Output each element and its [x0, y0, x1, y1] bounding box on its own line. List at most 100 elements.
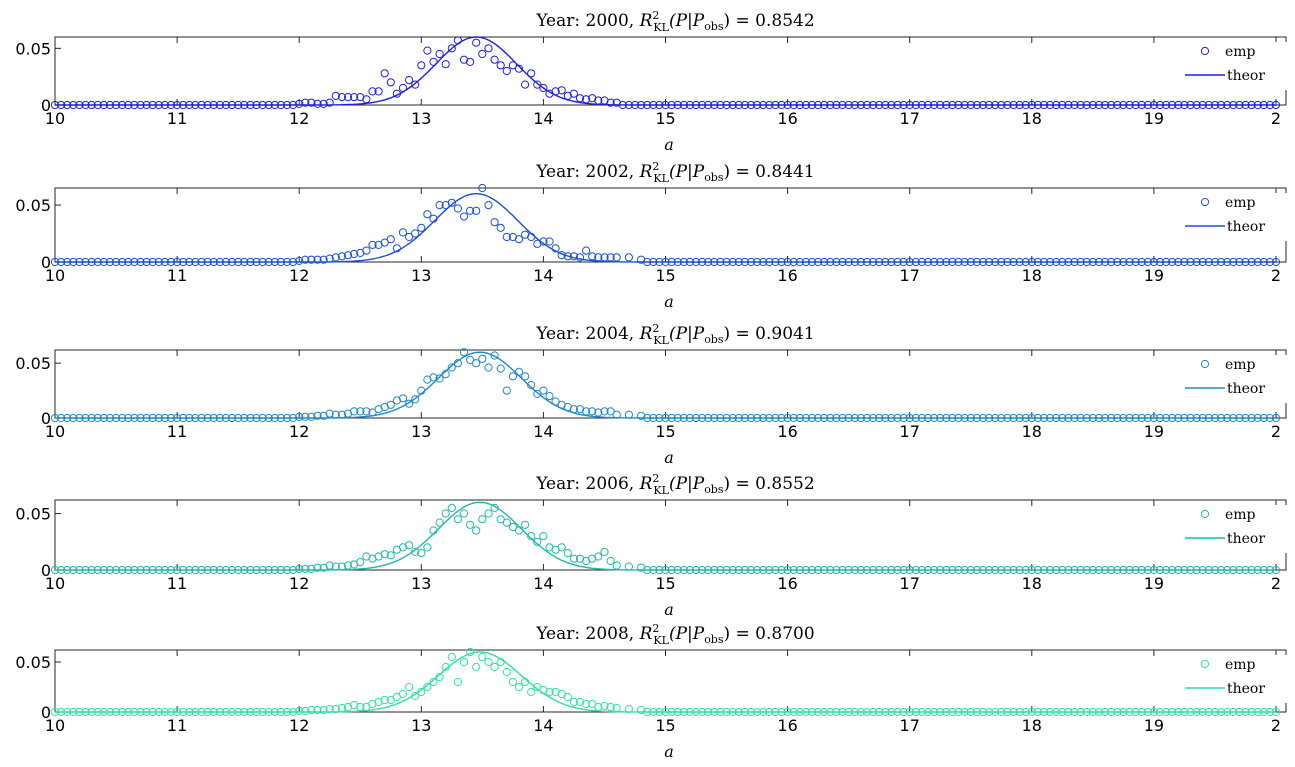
- emp-point: [81, 257, 90, 267]
- emp-point: [899, 100, 908, 110]
- emp-point: [905, 100, 914, 110]
- legend-theor-label: theor: [1227, 219, 1265, 235]
- emp-point: [997, 257, 1006, 267]
- emp-point: [539, 386, 548, 395]
- emp-point: [1082, 257, 1091, 267]
- emp-point: [1180, 707, 1189, 717]
- emp-point: [838, 100, 847, 110]
- emp-point: [514, 682, 524, 692]
- emp-point: [917, 565, 927, 575]
- emp-point: [832, 565, 841, 575]
- emp-point: [972, 100, 982, 110]
- emp-point: [307, 255, 316, 264]
- emp-point: [685, 100, 695, 110]
- x-tick-label: 11: [167, 422, 187, 441]
- emp-point: [753, 100, 762, 110]
- emp-point: [832, 257, 841, 267]
- emp-point: [142, 100, 151, 110]
- emp-point: [1265, 100, 1275, 110]
- emp-point: [264, 565, 273, 575]
- emp-point: [1180, 413, 1189, 423]
- emp-point: [459, 212, 469, 221]
- emp-point: [875, 257, 884, 267]
- emp-point: [484, 44, 493, 53]
- emp-point: [820, 707, 829, 717]
- emp-point: [887, 100, 896, 110]
- emp-point: [240, 707, 249, 717]
- emp-point: [893, 707, 902, 717]
- emp-point: [1192, 707, 1201, 717]
- emp-point: [1229, 257, 1238, 267]
- emp-point: [972, 707, 982, 717]
- emp-point: [1015, 413, 1024, 423]
- emp-point: [57, 413, 66, 423]
- emp-point: [508, 61, 518, 70]
- emp-point: [563, 549, 572, 558]
- emp-point: [1137, 257, 1146, 267]
- theor-line: [55, 501, 1276, 571]
- emp-point: [679, 413, 688, 423]
- emp-point: [105, 565, 115, 575]
- emp-point: [179, 413, 188, 423]
- emp-point: [105, 707, 115, 717]
- emp-point: [1143, 413, 1152, 423]
- emp-point: [136, 565, 145, 575]
- emp-point: [563, 252, 572, 261]
- emp-point: [264, 257, 273, 267]
- emp-point: [1155, 413, 1165, 423]
- emp-point: [716, 257, 725, 267]
- emp-point: [954, 707, 963, 717]
- emp-point: [411, 229, 420, 238]
- legend-box: [1180, 355, 1290, 403]
- emp-point: [478, 354, 487, 363]
- emp-point: [221, 707, 230, 717]
- emp-point: [148, 100, 157, 110]
- emp-point: [991, 413, 1000, 423]
- emp-point: [203, 413, 212, 423]
- emp-point: [923, 707, 933, 717]
- emp-point: [960, 413, 969, 423]
- emp-point: [1180, 565, 1189, 575]
- emp-point: [1131, 413, 1140, 423]
- emp-point: [1027, 257, 1036, 267]
- emp-point: [661, 565, 670, 575]
- x-tick-label: 16: [777, 574, 797, 593]
- emp-point: [234, 257, 243, 267]
- emp-point: [325, 561, 334, 570]
- emp-point: [606, 407, 615, 416]
- emp-point: [582, 246, 591, 255]
- emp-point: [441, 60, 450, 69]
- emp-point: [398, 689, 408, 699]
- emp-point: [783, 565, 792, 575]
- emp-point: [960, 707, 969, 717]
- emp-point: [985, 707, 994, 717]
- emp-point: [832, 707, 841, 717]
- x-tick-label: 18: [1022, 574, 1042, 593]
- emp-point: [691, 565, 701, 575]
- emp-point: [960, 100, 969, 110]
- emp-point: [997, 413, 1006, 423]
- emp-point: [869, 707, 878, 717]
- emp-point: [1046, 413, 1055, 423]
- emp-point: [948, 413, 957, 423]
- emp-point: [545, 687, 554, 697]
- emp-point: [1265, 413, 1275, 423]
- emp-point: [997, 100, 1006, 110]
- emp-point: [356, 558, 365, 567]
- emp-point: [991, 565, 1000, 575]
- emp-point: [1271, 257, 1281, 267]
- emp-point: [673, 707, 682, 717]
- emp-point: [930, 707, 939, 717]
- emp-point: [289, 257, 298, 267]
- emp-point: [722, 413, 731, 423]
- emp-point: [75, 100, 84, 110]
- emp-point: [1094, 100, 1104, 110]
- emp-point: [405, 541, 414, 550]
- x-axis-label: a: [664, 448, 674, 467]
- emp-point: [1070, 413, 1079, 423]
- x-tick-label: 10: [45, 266, 65, 285]
- emp-point: [435, 518, 444, 527]
- emp-point: [783, 707, 792, 717]
- axes-frame: [54, 36, 1287, 106]
- emp-point: [698, 707, 707, 717]
